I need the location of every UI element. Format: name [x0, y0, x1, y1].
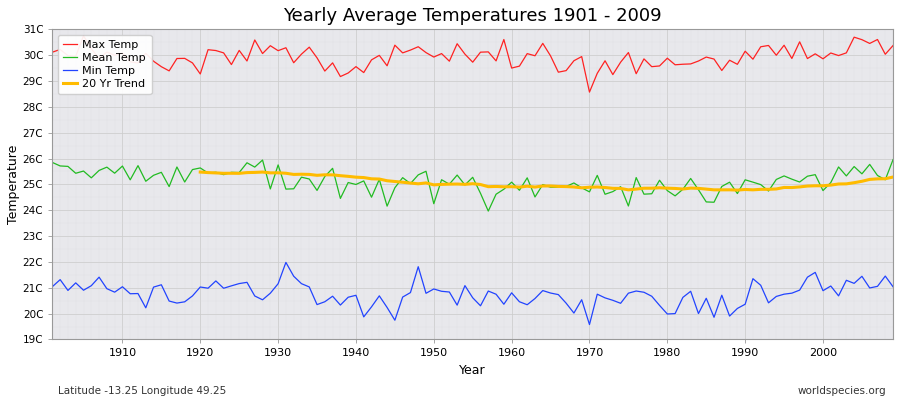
Line: Max Temp: Max Temp — [52, 36, 893, 92]
Min Temp — [335, 303, 346, 308]
Y-axis label: Temperature: Temperature — [7, 145, 20, 224]
Max Temp — [506, 66, 517, 70]
Max Temp — [584, 90, 595, 94]
Min Temp — [281, 260, 292, 265]
Min Temp — [506, 290, 517, 295]
Mean Temp — [608, 189, 618, 194]
Line: 20 Yr Trend: 20 Yr Trend — [201, 172, 893, 190]
20 Yr Trend — [288, 172, 299, 177]
Min Temp — [47, 284, 58, 289]
Min Temp — [887, 284, 898, 289]
Mean Temp — [506, 180, 517, 184]
20 Yr Trend — [778, 185, 789, 190]
Max Temp — [288, 60, 299, 65]
Legend: Max Temp, Mean Temp, Min Temp, 20 Yr Trend: Max Temp, Mean Temp, Min Temp, 20 Yr Tre… — [58, 35, 151, 94]
Title: Yearly Average Temperatures 1901 - 2009: Yearly Average Temperatures 1901 - 2009 — [284, 7, 662, 25]
Max Temp — [117, 51, 128, 56]
Mean Temp — [281, 187, 292, 192]
Mean Temp — [47, 160, 58, 165]
Min Temp — [109, 290, 120, 294]
Max Temp — [78, 33, 89, 38]
Line: Mean Temp: Mean Temp — [52, 160, 893, 211]
20 Yr Trend — [864, 177, 875, 182]
20 Yr Trend — [195, 170, 206, 174]
20 Yr Trend — [732, 188, 742, 192]
Max Temp — [47, 50, 58, 54]
X-axis label: Year: Year — [459, 364, 486, 377]
Line: Min Temp: Min Temp — [52, 262, 893, 324]
20 Yr Trend — [887, 175, 898, 180]
Max Temp — [887, 43, 898, 48]
Min Temp — [288, 274, 299, 279]
20 Yr Trend — [794, 184, 805, 189]
Max Temp — [616, 60, 626, 64]
Mean Temp — [109, 171, 120, 176]
Min Temp — [616, 301, 626, 306]
Min Temp — [584, 322, 595, 327]
Mean Temp — [887, 157, 898, 162]
Max Temp — [335, 74, 346, 79]
Mean Temp — [483, 209, 494, 214]
Max Temp — [514, 64, 525, 68]
Text: worldspecies.org: worldspecies.org — [798, 386, 886, 396]
20 Yr Trend — [678, 187, 688, 192]
Min Temp — [514, 299, 525, 304]
Mean Temp — [328, 166, 338, 171]
Mean Temp — [514, 188, 525, 193]
20 Yr Trend — [405, 181, 416, 186]
Text: Latitude -13.25 Longitude 49.25: Latitude -13.25 Longitude 49.25 — [58, 386, 227, 396]
